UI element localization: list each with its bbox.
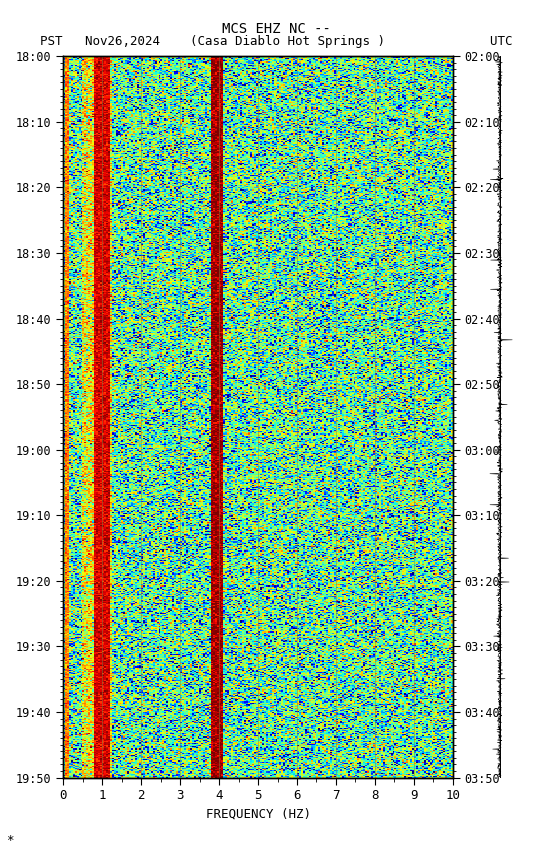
Text: MCS EHZ NC --: MCS EHZ NC -- xyxy=(221,22,331,35)
Text: PST   Nov26,2024    (Casa Diablo Hot Springs )              UTC: PST Nov26,2024 (Casa Diablo Hot Springs … xyxy=(40,35,512,48)
X-axis label: FREQUENCY (HZ): FREQUENCY (HZ) xyxy=(205,808,311,821)
Text: *: * xyxy=(6,834,13,847)
